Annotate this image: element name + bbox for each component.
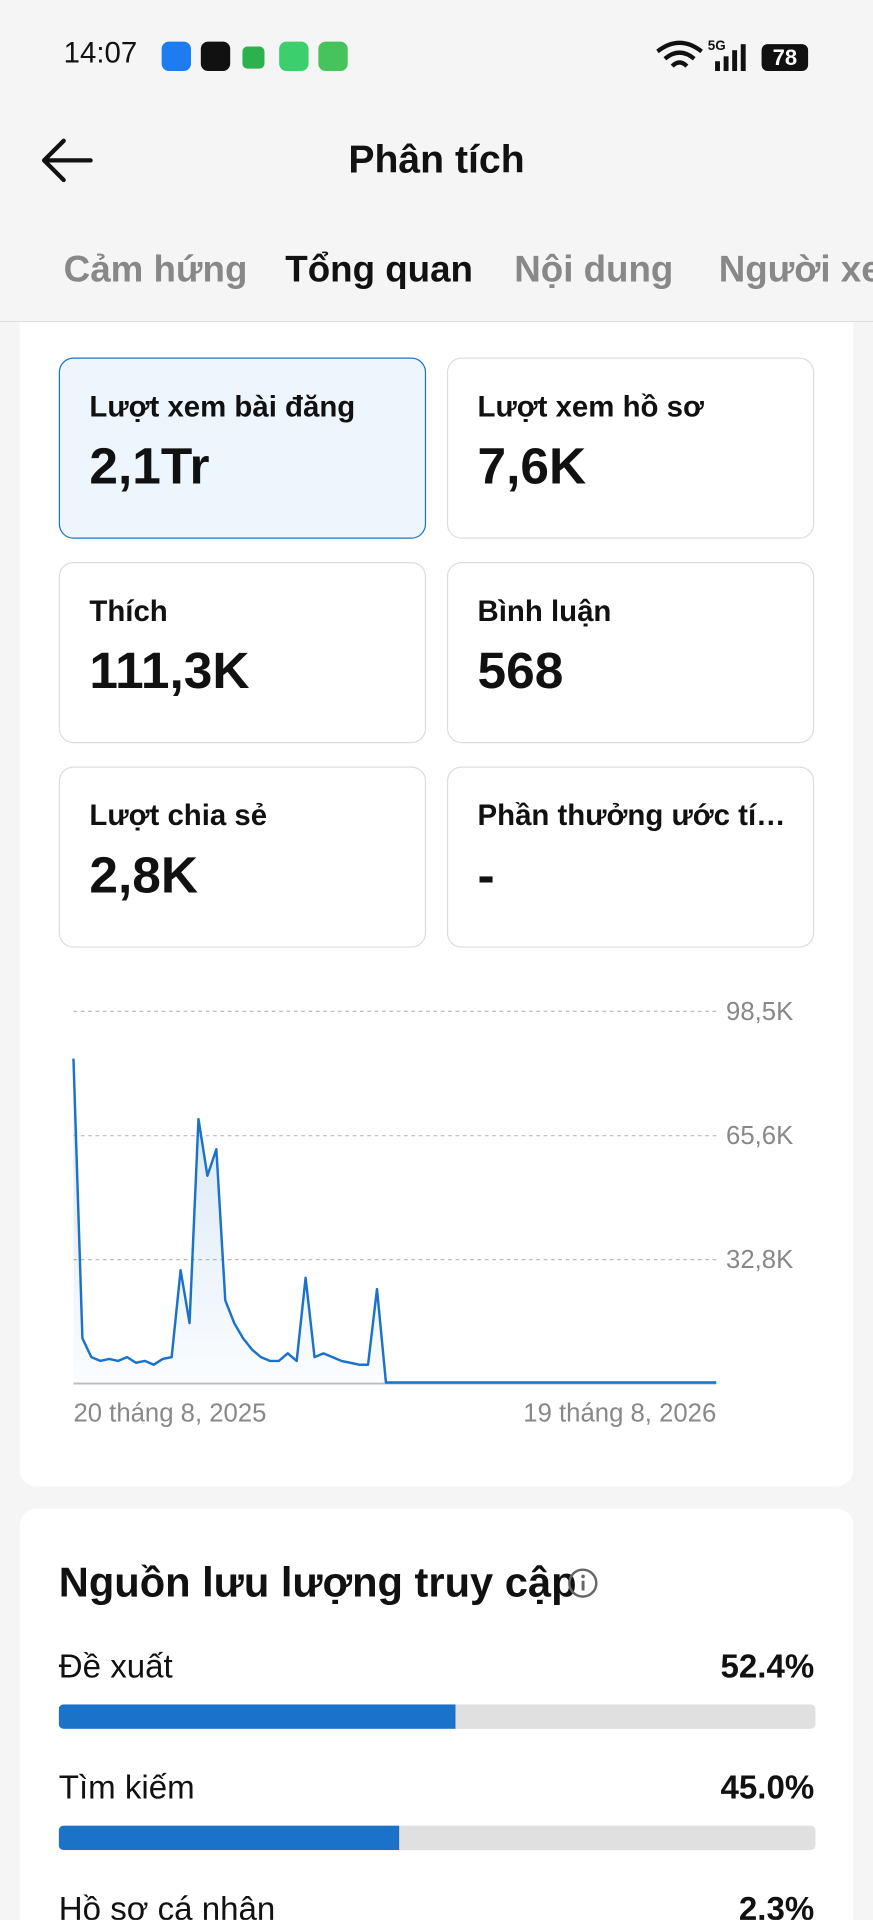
x-tick-label: 20 tháng 8, 2025 (73, 1400, 266, 1428)
tab[interactable]: Tổng quan (285, 249, 473, 291)
metric-value: - (477, 846, 495, 904)
metric-value: 2,1Tr (89, 437, 210, 495)
metric-label: Phần thưởng ước tí… (477, 799, 786, 833)
line-series (72, 1058, 717, 1384)
signal-icon (715, 44, 746, 72)
wifi-icon (656, 40, 703, 68)
metric-label: Lượt chia sẻ (89, 799, 268, 833)
y-tick-label: 32,8K (726, 1246, 793, 1274)
metric-card[interactable]: Phần thưởng ước tí… - (446, 766, 815, 948)
progress-bar (58, 1704, 456, 1729)
source-name: Đề xuất (58, 1648, 173, 1685)
tab-divider (0, 320, 873, 323)
source-value: 45.0% (720, 1769, 815, 1806)
back-button[interactable] (39, 137, 95, 184)
app-icon (161, 41, 192, 72)
area-fill (73, 1058, 717, 1384)
metric-card[interactable]: Lượt xem bài đăng 2,1Tr (58, 357, 427, 539)
source-value: 2.3% (738, 1890, 815, 1920)
metric-label: Lượt xem hồ sơ (477, 390, 704, 424)
section-title: Nguồn lưu lượng truy cập (58, 1559, 577, 1607)
metric-value: 2,8K (89, 846, 199, 904)
x-tick-label: 19 tháng 8, 2026 (523, 1400, 716, 1428)
app-icon (200, 41, 231, 72)
source-name: Tìm kiếm (58, 1769, 195, 1806)
tab[interactable]: Người xe (718, 249, 873, 291)
progress-track (58, 1825, 816, 1851)
progress-track (58, 1704, 816, 1729)
y-tick-label: 65,6K (726, 1122, 793, 1150)
page-title: Phân tích (348, 137, 525, 182)
metric-label: Lượt xem bài đăng (89, 390, 356, 424)
metric-card[interactable]: Thích 111,3K (58, 561, 427, 744)
metric-label: Bình luận (477, 595, 612, 629)
metric-card[interactable]: Lượt chia sẻ 2,8K (58, 766, 427, 948)
tab[interactable]: Cảm hứng (63, 249, 248, 291)
network-label: 5G (707, 39, 726, 54)
metric-card[interactable]: Lượt xem hồ sơ 7,6K (446, 357, 815, 539)
metric-card[interactable]: Bình luận 568 (446, 561, 815, 744)
app-icon (279, 41, 309, 72)
progress-bar (58, 1825, 400, 1851)
y-tick-label: 98,5K (726, 998, 793, 1026)
tab[interactable]: Nội dung (514, 249, 674, 291)
tab-bg (0, 293, 873, 321)
status-time: 14:07 (63, 36, 138, 70)
info-icon[interactable] (567, 1567, 599, 1599)
metric-value: 568 (477, 641, 564, 700)
metric-label: Thích (89, 595, 168, 629)
source-value: 52.4% (720, 1648, 815, 1685)
chart: 32,8K 65,6K 98,5K 20 tháng 8, 2025 19 tháng … (72, 998, 793, 1428)
app-icon (242, 46, 265, 69)
source-name: Hồ sơ cá nhân (58, 1890, 276, 1920)
battery: 78 (761, 44, 809, 72)
metric-value: 111,3K (89, 641, 250, 700)
metric-value: 7,6K (477, 437, 587, 495)
app-icon (318, 41, 348, 72)
